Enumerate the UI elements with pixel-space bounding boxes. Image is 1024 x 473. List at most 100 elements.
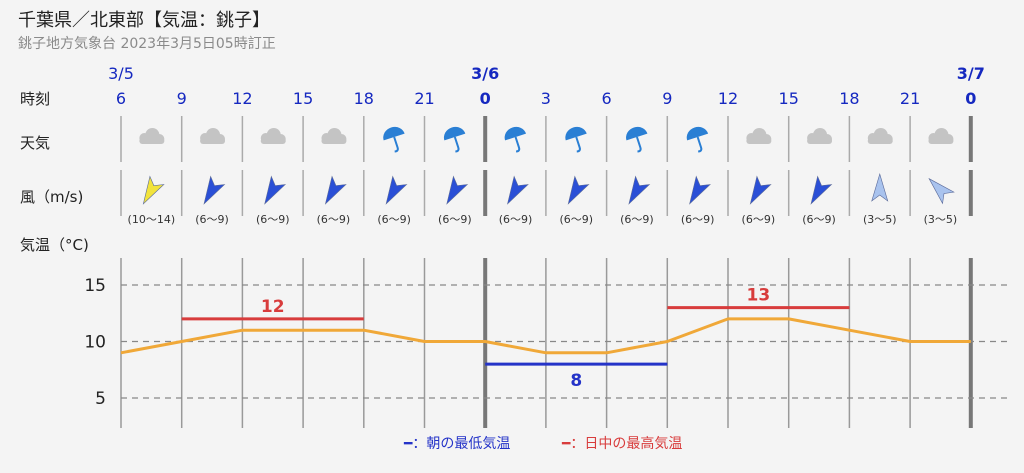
wind-arrow-shape bbox=[628, 175, 651, 205]
hour-label: 18 bbox=[354, 89, 374, 108]
cloud-base bbox=[200, 138, 226, 144]
umbrella-handle bbox=[453, 136, 460, 153]
wind-arrow-icon bbox=[567, 175, 590, 205]
wind-arrow-icon bbox=[324, 175, 347, 205]
cloud-base bbox=[321, 138, 347, 144]
hour-label: 0 bbox=[480, 89, 491, 108]
wind-speed-label: (6〜9) bbox=[681, 213, 715, 226]
min-temp-label: 8 bbox=[570, 371, 582, 391]
umbrella-icon bbox=[383, 126, 405, 153]
wind-arrow-icon bbox=[810, 175, 833, 205]
page-subtitle: 銚子地方気象台 2023年3月5日05時訂正 bbox=[18, 36, 276, 52]
legend-max-label: ━：日中の最高気温 bbox=[561, 435, 682, 452]
umbrella-canopy bbox=[565, 126, 587, 141]
umbrella-handle bbox=[514, 136, 521, 153]
cloud-base bbox=[867, 138, 893, 144]
y-tick-label: 5 bbox=[95, 389, 106, 409]
wind-speed-label: (6〜9) bbox=[802, 213, 836, 226]
hour-label: 6 bbox=[602, 89, 612, 108]
hour-label: 9 bbox=[662, 89, 672, 108]
wind-arrow-icon bbox=[871, 172, 889, 202]
wind-speed-label: (6〜9) bbox=[195, 213, 229, 226]
umbrella-canopy bbox=[686, 126, 709, 141]
wind-arrow-shape bbox=[749, 175, 772, 205]
cloud-base bbox=[746, 138, 772, 144]
umbrella-icon bbox=[565, 126, 587, 153]
umbrella-canopy bbox=[383, 126, 405, 141]
y-tick-label: 15 bbox=[84, 276, 106, 296]
wind-arrow-shape bbox=[142, 175, 165, 205]
wind-arrow-icon bbox=[446, 175, 469, 205]
wind-arrow-shape bbox=[810, 175, 833, 205]
umbrella-handle bbox=[635, 136, 642, 153]
cloud-icon bbox=[139, 128, 165, 144]
cloud-icon bbox=[321, 128, 347, 144]
hour-label: 15 bbox=[293, 89, 313, 108]
wind-arrow-shape bbox=[446, 175, 469, 205]
wind-arrow-shape bbox=[689, 175, 711, 205]
wind-speed-label: (6〜9) bbox=[559, 213, 593, 226]
row-label-time: 時刻 bbox=[20, 90, 50, 108]
wind-speed-label: (6〜9) bbox=[377, 213, 411, 226]
wind-arrow-shape bbox=[871, 172, 889, 202]
hour-label: 12 bbox=[232, 89, 252, 108]
umbrella-canopy bbox=[504, 126, 527, 141]
hour-label: 18 bbox=[839, 89, 859, 108]
hour-label: 12 bbox=[718, 89, 738, 108]
wind-arrow-icon bbox=[749, 175, 772, 205]
hour-label: 21 bbox=[900, 89, 920, 108]
cloud-base bbox=[807, 138, 833, 144]
day-label: 3/6 bbox=[471, 64, 499, 83]
hour-label: 6 bbox=[116, 89, 126, 108]
cloud-base bbox=[260, 138, 286, 144]
wind-arrow-icon bbox=[507, 175, 529, 205]
legend-min-label: ━：朝の最低気温 bbox=[403, 436, 510, 452]
wind-arrow-icon bbox=[689, 175, 711, 205]
umbrella-icon bbox=[504, 126, 527, 153]
cloud-base bbox=[139, 138, 165, 144]
wind-arrow-shape bbox=[203, 175, 226, 205]
umbrella-handle bbox=[696, 136, 703, 153]
row-label-wind: 風（m/s) bbox=[20, 188, 83, 206]
cloud-icon bbox=[746, 128, 772, 144]
wind-arrow-shape bbox=[324, 175, 347, 205]
wind-speed-label: (10〜14) bbox=[128, 213, 176, 226]
wind-arrow-icon bbox=[385, 175, 408, 205]
cloud-icon bbox=[807, 128, 833, 144]
cloud-icon bbox=[867, 128, 893, 144]
row-label-weather: 天気 bbox=[20, 134, 50, 152]
hour-label: 3 bbox=[541, 89, 551, 108]
wind-speed-label: (3〜5) bbox=[863, 213, 897, 226]
day-label: 3/7 bbox=[957, 64, 985, 83]
hour-label: 0 bbox=[965, 89, 976, 108]
wind-speed-label: (6〜9) bbox=[499, 213, 533, 226]
hour-label: 21 bbox=[414, 89, 434, 108]
wind-speed-label: (3〜5) bbox=[924, 213, 958, 226]
day-label: 3/5 bbox=[108, 64, 134, 83]
row-label-temp: 気温（°C) bbox=[20, 236, 89, 254]
wind-arrow-shape bbox=[264, 175, 287, 205]
wind-arrow-shape bbox=[507, 175, 529, 205]
page-title: 千葉県／北東部【気温：銚子】 bbox=[18, 10, 270, 31]
wind-arrow-icon bbox=[928, 177, 955, 205]
cloud-icon bbox=[200, 128, 226, 144]
hour-label: 9 bbox=[177, 89, 187, 108]
cloud-icon bbox=[928, 128, 954, 144]
wind-arrow-icon bbox=[142, 175, 165, 205]
umbrella-handle bbox=[393, 136, 399, 153]
umbrella-icon bbox=[443, 126, 466, 153]
y-tick-label: 10 bbox=[84, 333, 106, 353]
max-temp-label: 12 bbox=[261, 297, 285, 317]
wind-arrow-shape bbox=[928, 177, 955, 205]
wind-arrow-shape bbox=[567, 175, 590, 205]
cloud-base bbox=[928, 138, 954, 144]
wind-speed-label: (6〜9) bbox=[317, 213, 351, 226]
wind-arrow-icon bbox=[203, 175, 226, 205]
wind-arrow-shape bbox=[385, 175, 408, 205]
wind-arrow-icon bbox=[628, 175, 651, 205]
wind-speed-label: (6〜9) bbox=[256, 213, 290, 226]
hour-label: 15 bbox=[779, 89, 799, 108]
umbrella-handle bbox=[575, 136, 581, 153]
wind-speed-label: (6〜9) bbox=[620, 213, 654, 226]
